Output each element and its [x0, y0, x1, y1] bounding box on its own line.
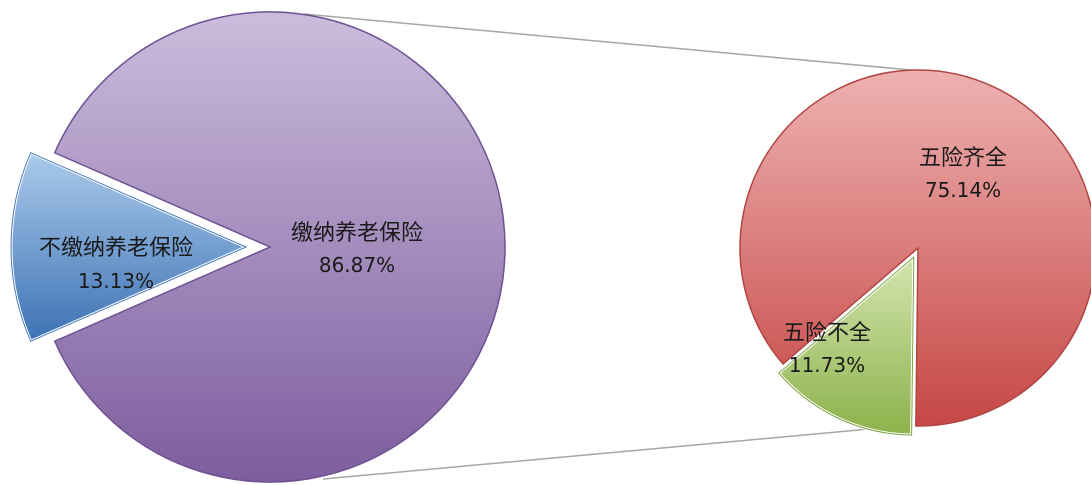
label-incomplete-five-insurances-value: 11.73% — [789, 353, 865, 377]
pie-slice-full-five-insurances — [739, 69, 1091, 427]
connector-line-bottom — [322, 424, 914, 480]
label-contributing-pension-name: 缴纳养老保险 — [291, 221, 423, 246]
label-full-five-insurances-name: 五险齐全 — [919, 146, 1007, 171]
label-not-contributing-pension-name: 不缴纳养老保险 — [39, 236, 193, 261]
label-contributing-pension-value: 86.87% — [319, 253, 395, 277]
label-full-five-insurances-value: 75.14% — [925, 178, 1001, 202]
connector-line-top — [303, 13, 912, 71]
label-not-contributing-pension-value: 13.13% — [78, 269, 154, 293]
label-incomplete-five-insurances-name: 五险不全 — [783, 321, 871, 346]
pie-slice-contributing-pension — [53, 11, 506, 483]
